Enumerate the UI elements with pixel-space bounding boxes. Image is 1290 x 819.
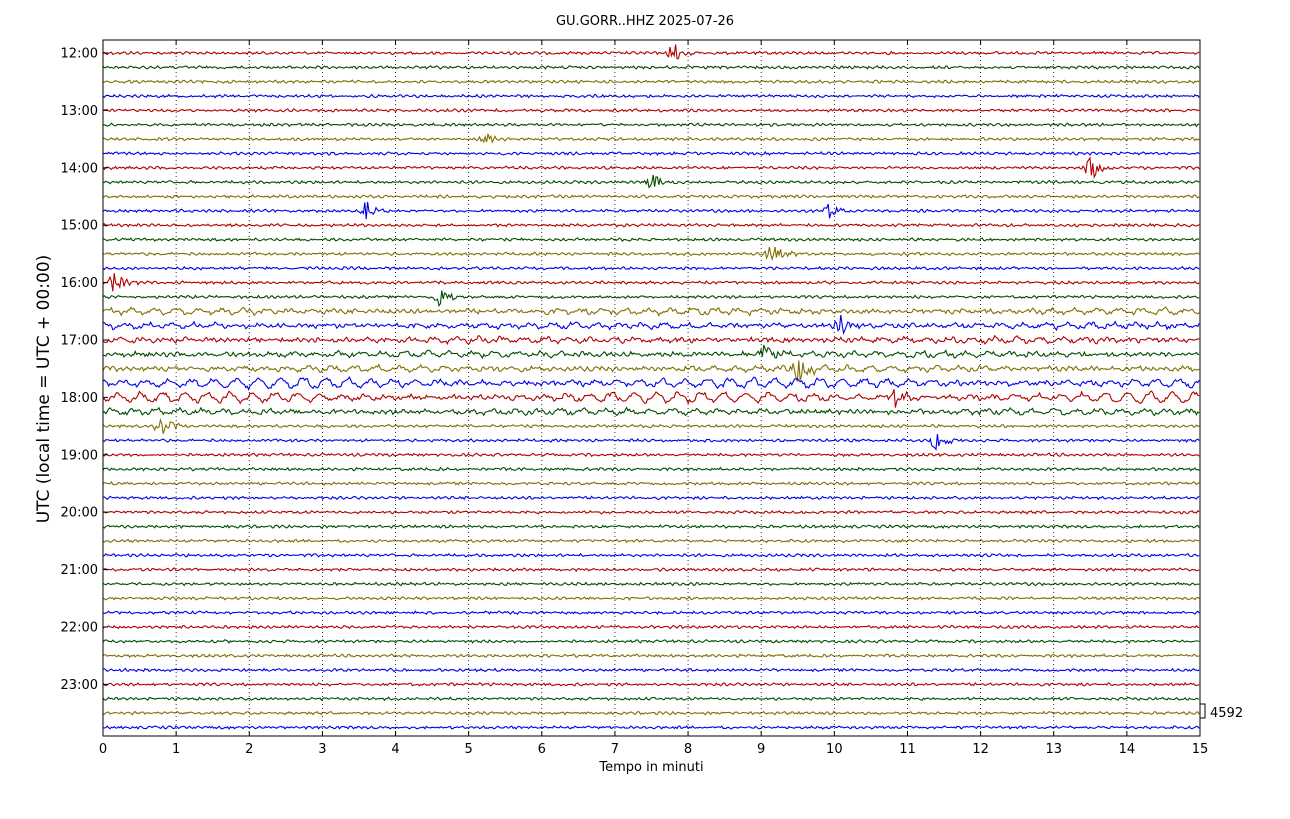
y-tick-label: 23:00 — [61, 678, 98, 693]
y-tick-label: 22:00 — [61, 621, 98, 636]
trace-row — [102, 344, 1200, 360]
trace-row — [102, 44, 1200, 60]
trace-row — [102, 93, 1200, 99]
trace-row — [102, 653, 1200, 659]
trace-row — [102, 610, 1200, 616]
trace-row — [102, 64, 1200, 70]
trace-row — [102, 567, 1200, 573]
trace-group — [102, 44, 1200, 731]
trace-row — [102, 433, 1200, 451]
y-tick-label: 19:00 — [61, 448, 98, 463]
y-tick-label: 13:00 — [61, 104, 98, 119]
y-axis-label: UTC (local time = UTC + 00:00) — [34, 255, 54, 524]
x-tick-label: 12 — [972, 742, 989, 757]
trace-row — [102, 360, 1200, 382]
trace-row — [102, 273, 1200, 292]
trace-row — [102, 624, 1200, 630]
x-tick-label: 0 — [99, 742, 107, 757]
x-tick-label: 8 — [684, 742, 692, 757]
scale-bracket — [1200, 703, 1206, 719]
trace-row — [102, 376, 1200, 391]
trace-row — [102, 667, 1200, 673]
trace-row — [102, 696, 1200, 702]
x-tick-label: 6 — [538, 742, 546, 757]
trace-row — [102, 107, 1200, 113]
trace-row — [102, 681, 1200, 687]
trace-row — [102, 538, 1200, 544]
y-tick-label: 14:00 — [61, 161, 98, 176]
minute-grid — [175, 40, 1128, 736]
scale-label: 4592 — [1210, 706, 1243, 721]
trace-row — [103, 122, 1200, 128]
trace-row — [102, 156, 1200, 179]
trace-row — [102, 237, 1200, 242]
x-tick-label: 4 — [391, 742, 399, 757]
x-tick-label: 3 — [318, 742, 326, 757]
x-tick-label: 11 — [899, 742, 916, 757]
trace-row — [102, 466, 1200, 472]
x-tick-label: 1 — [172, 742, 180, 757]
trace-row — [102, 201, 1200, 220]
trace-row — [102, 725, 1200, 731]
y-tick-label: 12:00 — [61, 47, 98, 62]
trace-row — [102, 193, 1200, 199]
trace-row — [102, 389, 1200, 408]
trace-row — [102, 150, 1200, 156]
x-tick-label: 9 — [757, 742, 765, 757]
trace-row — [103, 710, 1200, 716]
trace-row — [102, 581, 1200, 587]
x-tick-label: 7 — [611, 742, 619, 757]
trace-row — [103, 552, 1200, 558]
trace-row — [102, 595, 1200, 601]
trace-row — [102, 314, 1200, 336]
x-tick-label: 13 — [1045, 742, 1062, 757]
trace-row — [102, 174, 1200, 189]
trace-row — [102, 334, 1200, 346]
y-tick-label: 17:00 — [61, 334, 98, 349]
trace-row — [102, 524, 1200, 530]
trace-row — [102, 290, 1200, 308]
y-tick-label: 21:00 — [61, 563, 98, 578]
trace-row — [102, 222, 1200, 228]
plot-frame — [102, 39, 1201, 737]
trace-row — [102, 638, 1200, 644]
x-tick-label: 14 — [1119, 742, 1136, 757]
trace-row — [102, 246, 1200, 262]
y-axis-ticks: 12:00 13:00 14:00 15:00 16:00 17:00 18:00 19:00… — [61, 47, 108, 693]
x-tick-label: 5 — [465, 742, 473, 757]
trace-row — [102, 509, 1200, 515]
trace-row — [102, 452, 1200, 458]
trace-row — [102, 133, 1200, 144]
trace-row — [102, 480, 1200, 487]
y-tick-label: 20:00 — [61, 506, 98, 521]
x-tick-label: 10 — [826, 742, 843, 757]
x-tick-label: 2 — [245, 742, 253, 757]
x-tick-label: 15 — [1192, 742, 1209, 757]
trace-row — [102, 406, 1200, 417]
trace-row — [103, 79, 1200, 85]
trace-row — [102, 495, 1200, 501]
y-tick-label: 16:00 — [61, 276, 98, 291]
x-axis-label: Tempo in minuti — [598, 760, 703, 775]
trace-row — [102, 417, 1200, 434]
trace-row — [102, 306, 1200, 317]
chart-title: GU.GORR..HHZ 2025-07-26 — [556, 14, 734, 29]
x-axis-ticks: 0 1 2 3 4 5 6 7 8 9 10 11 12 13 14 15 — [99, 40, 1208, 757]
y-tick-label: 15:00 — [61, 219, 98, 234]
trace-row — [102, 265, 1200, 271]
y-tick-label: 18:00 — [61, 391, 98, 406]
